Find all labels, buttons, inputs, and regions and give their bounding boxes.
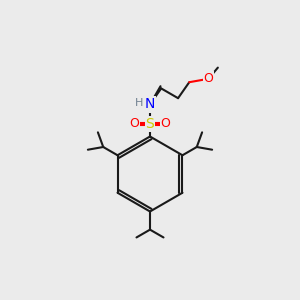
- Text: O: O: [161, 117, 170, 130]
- Text: O: O: [130, 117, 139, 130]
- Text: O: O: [203, 72, 213, 85]
- Text: S: S: [146, 117, 154, 131]
- Text: N: N: [145, 98, 155, 111]
- Text: H: H: [134, 98, 143, 108]
